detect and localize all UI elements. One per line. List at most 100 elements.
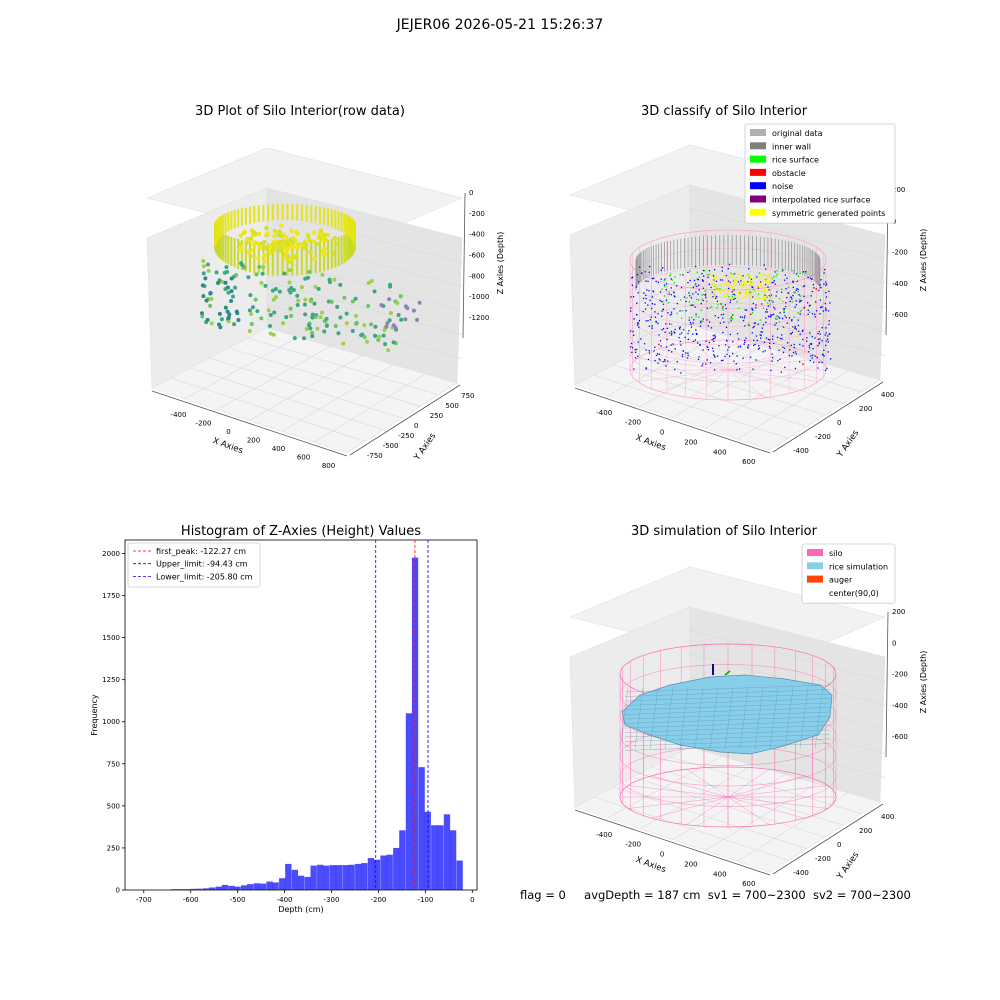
p2-noise-point [676, 360, 678, 363]
p2-noise-point [766, 308, 768, 311]
p1-xtick-label: -400 [171, 411, 187, 419]
p2-rice-surface-point [771, 299, 773, 302]
p2-silo-wire [637, 369, 729, 382]
p1-ytick-label: 500 [445, 402, 458, 410]
p2-noise-point [724, 304, 727, 306]
p2-noise-point [786, 296, 788, 299]
p2-rice-surface-point [751, 312, 754, 314]
p2-noise-point [781, 338, 783, 340]
p2-rice-surface-point [757, 293, 760, 295]
p2-noise-point [712, 334, 714, 337]
histogram-xtick-label: -300 [324, 896, 340, 904]
p2-noise-point [713, 354, 715, 356]
p1-data-point [311, 230, 317, 235]
p2-noise-point [783, 279, 786, 281]
p2-noise-point [670, 294, 673, 296]
p2-noise-point [658, 353, 661, 355]
p2-noise-point [810, 355, 812, 357]
p1-data-point [377, 334, 382, 339]
p1-data-point [218, 325, 223, 330]
p2-noise-point [674, 332, 676, 334]
p2-noise-point [819, 299, 822, 301]
p2-noise-point [654, 311, 656, 313]
p1-data-point [342, 295, 347, 300]
p2-noise-point [660, 278, 662, 280]
p2-noise-point [817, 345, 819, 347]
p2-symmetric-point [746, 274, 749, 277]
p2-symmetric-point [759, 273, 762, 276]
p2-noise-point [645, 320, 647, 322]
p4-ytick-label: 200 [859, 827, 872, 835]
p2-rice-surface-point [694, 285, 696, 287]
p2-symmetric-point [746, 293, 749, 296]
histogram-bar [209, 887, 216, 890]
p1-data-point [219, 317, 224, 322]
p2-noise-point [780, 291, 783, 293]
histogram-ytick-label: 750 [107, 760, 120, 768]
p1-data-point [201, 271, 206, 276]
p2-rice-surface-point [798, 299, 801, 301]
p2-xtick-label: 400 [713, 448, 726, 456]
p1-data-point [403, 317, 408, 322]
p2-symmetric-point [714, 294, 716, 296]
figure-title: JEJER06 2026-05-21 15:26:37 [396, 17, 604, 33]
p4-zlabel: Z Axies (Depth) [919, 651, 928, 714]
p2-noise-point [638, 326, 640, 328]
p2-noise-point [739, 292, 741, 294]
p2-noise-point [712, 350, 715, 352]
p2-noise-point [771, 356, 774, 359]
p4-x-axis-line [574, 809, 771, 876]
p2-rice-surface-point [673, 281, 676, 284]
p4-legend-label: center(90,0) [829, 589, 879, 598]
p2-noise-point [655, 321, 657, 323]
p2-rice-surface-point [690, 323, 693, 325]
p1-data-point [311, 238, 317, 244]
histogram-bar [367, 858, 375, 890]
histogram-bar [431, 825, 438, 890]
p2-rice-surface-point [681, 310, 684, 312]
p4-rice-mesh-line [754, 686, 764, 750]
p2-noise-point [647, 358, 650, 361]
p2-rice-surface-point [769, 296, 772, 298]
p2-symmetric-point [740, 275, 743, 278]
p2-symmetric-point [727, 284, 730, 287]
p2-rice-surface-point [754, 290, 756, 292]
p2-silo-wire [727, 369, 798, 392]
p2-noise-point [821, 361, 823, 364]
p2-rice-surface-point [663, 279, 666, 282]
p1-data-point [313, 314, 318, 319]
p2-noise-point [645, 367, 647, 369]
p2-noise-point [652, 290, 654, 292]
p2-noise-point [825, 296, 828, 298]
p1-data-point [222, 270, 227, 275]
p2-symmetric-point [740, 277, 742, 280]
p2-symmetric-point [813, 341, 815, 343]
p2-symmetric-point [761, 290, 764, 292]
p2-noise-point [784, 315, 786, 317]
p1-data-point [262, 244, 268, 250]
p1-data-point [295, 293, 300, 298]
p1-data-point [417, 300, 422, 305]
p2-noise-point [644, 271, 646, 273]
p2-noise-point [825, 309, 827, 312]
p4-silo-wire [727, 785, 828, 798]
p2-symmetric-point [731, 292, 734, 294]
p2-noise-point [662, 361, 664, 363]
p2-symmetric-point [712, 283, 714, 286]
p2-symmetric-point [729, 285, 731, 288]
p2-noise-point [697, 278, 700, 281]
p2-noise-point [786, 322, 788, 324]
histogram-xtick-label: -100 [417, 896, 433, 904]
p2-noise-point [758, 345, 760, 347]
p2-noise-point [762, 351, 764, 353]
p2-symmetric-point [723, 283, 726, 285]
histogram-bar [304, 876, 311, 890]
p2-symmetric-point [806, 316, 808, 318]
p2-noise-point [747, 344, 750, 346]
p2-noise-point [817, 332, 819, 335]
p1-data-point [272, 233, 277, 238]
p2-noise-point [715, 297, 717, 299]
p2-symmetric-point [749, 284, 752, 286]
p2-noise-point [694, 339, 696, 341]
p1-data-point [294, 255, 299, 260]
